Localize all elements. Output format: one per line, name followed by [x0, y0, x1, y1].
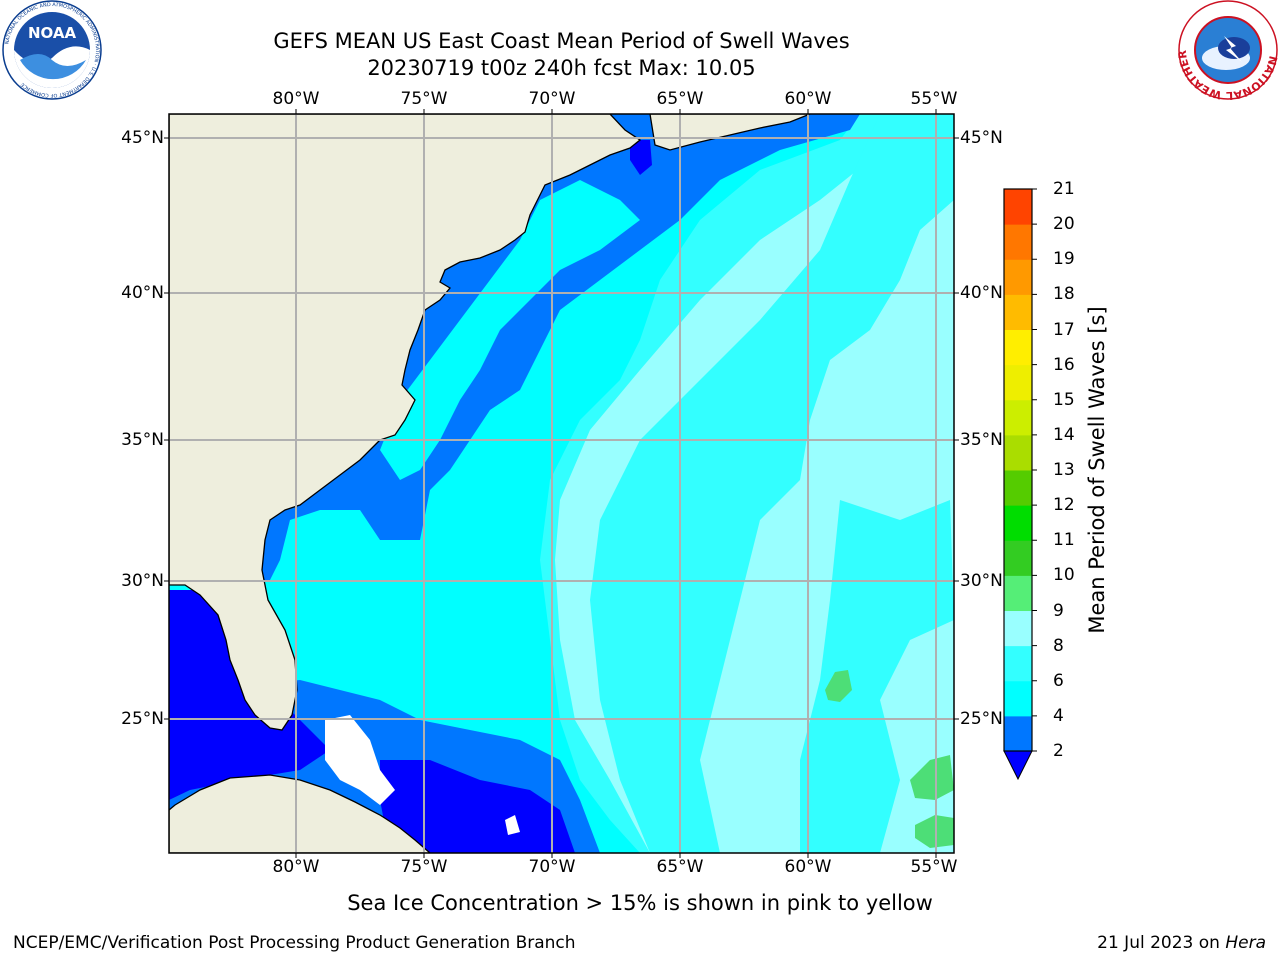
- sea-green-patch-3: [915, 815, 954, 848]
- colorbar-tick-label: 19: [1053, 249, 1075, 270]
- sea-green-patch-1: [825, 670, 852, 702]
- lat-tick-left-40n: 40°N: [121, 283, 164, 303]
- bank-area-small: [505, 815, 520, 835]
- bahamas-bank-area: [325, 715, 395, 805]
- map-tick-marks: [164, 109, 959, 858]
- colorbar-tick-label: 13: [1053, 460, 1075, 480]
- lon-tick-top-60w: 60°W: [784, 89, 832, 109]
- colorbar-segment: [1004, 540, 1032, 576]
- noaa-logo-text: NOAA: [28, 24, 77, 42]
- footer-date-text: 21 Jul 2023 on: [1097, 933, 1226, 953]
- colorbar-segment: [1004, 364, 1032, 401]
- lon-tick-bottom-60w: 60°W: [784, 857, 832, 877]
- colorbar-segment: [1004, 505, 1032, 541]
- ocean-mid-patch-se: [800, 500, 954, 853]
- lat-tick-right-40n: 40°N: [960, 283, 1003, 303]
- noaa-logo: NOAA NATIONAL OCEANIC AND ATMOSPHERIC AD…: [2, 0, 102, 100]
- colorbar-segment: [1004, 680, 1032, 717]
- lon-tick-bottom-70w: 70°W: [528, 857, 576, 877]
- lon-tick-top-75w: 75°W: [400, 89, 448, 109]
- lon-tick-top-65w: 65°W: [656, 89, 704, 109]
- footer-org: NCEP/EMC/Verification Post Processing Pr…: [13, 933, 576, 953]
- colorbar-segment: [1004, 294, 1032, 331]
- map-panel[interactable]: [169, 114, 954, 853]
- ocean-dark-bahamas: [380, 760, 575, 853]
- colorbar-tick-label: 12: [1053, 495, 1075, 516]
- colorbar-segment: [1004, 434, 1032, 471]
- colorbar-segment: [1004, 645, 1032, 682]
- colorbar-tick-label: 20: [1053, 214, 1075, 235]
- colorbar-segment: [1004, 224, 1032, 260]
- colorbar-tick-label: 18: [1053, 284, 1075, 305]
- colorbar-tick-label: 2: [1053, 741, 1064, 761]
- map-frame: [168, 113, 955, 854]
- colorbar-title: Mean Period of Swell Waves [s]: [1085, 306, 1109, 634]
- lat-tick-left-35n: 35°N: [121, 430, 164, 450]
- lat-tick-right-45n: 45°N: [960, 128, 1003, 148]
- colorbar: [1003, 188, 1037, 781]
- lat-tick-left-30n: 30°N: [121, 571, 164, 591]
- colorbar-tick-label: 11: [1053, 530, 1075, 551]
- land-us-east-coast: [169, 114, 642, 731]
- colorbar-segment: [1004, 259, 1032, 295]
- lat-tick-left-45n: 45°N: [121, 128, 164, 148]
- land-cuba: [169, 774, 431, 853]
- sea-green-patch-2: [910, 755, 954, 800]
- colorbar-tick-label: 21: [1053, 179, 1075, 199]
- lon-tick-top-70w: 70°W: [528, 89, 576, 109]
- ocean-blue-patch-gulfstream: [380, 180, 640, 480]
- colorbar-tick-label: 14: [1053, 424, 1075, 445]
- land-nova-scotia: [649, 114, 811, 151]
- footer-date: 21 Jul 2023 on Hera: [1097, 933, 1266, 953]
- colorbar-tick-label: 16: [1053, 354, 1075, 375]
- colorbar-tick-label: 17: [1053, 319, 1075, 340]
- lat-tick-right-35n: 35°N: [960, 430, 1003, 450]
- colorbar-segment: [1004, 715, 1032, 752]
- footer-host: Hera: [1225, 933, 1266, 953]
- colorbar-segment: [1004, 189, 1032, 225]
- lon-tick-bottom-55w: 55°W: [910, 857, 958, 877]
- colorbar-segment: [1004, 470, 1032, 506]
- lat-tick-right-30n: 30°N: [960, 571, 1003, 591]
- colorbar-tick-label: 8: [1053, 635, 1064, 656]
- map-subtitle: 20230719 t00z 240h fcst Max: 10.05: [367, 56, 756, 80]
- lon-tick-bottom-80w: 80°W: [272, 857, 320, 877]
- map-title: GEFS MEAN US East Coast Mean Period of S…: [273, 29, 850, 53]
- colorbar-segment: [1004, 329, 1032, 366]
- lat-tick-right-25n: 25°N: [960, 709, 1003, 729]
- lon-tick-bottom-75w: 75°W: [400, 857, 448, 877]
- lon-tick-top-55w: 55°W: [910, 89, 958, 109]
- sea-ice-note: Sea Ice Concentration > 15% is shown in …: [347, 891, 933, 915]
- colorbar-tick-label: 6: [1053, 670, 1064, 691]
- colorbar-under-triangle: [1003, 750, 1033, 781]
- lat-tick-left-25n: 25°N: [121, 709, 164, 729]
- lon-tick-top-80w: 80°W: [272, 89, 320, 109]
- lon-tick-bottom-65w: 65°W: [656, 857, 704, 877]
- colorbar-segment: [1004, 610, 1032, 647]
- ocean-dark-patch-ne: [630, 140, 652, 175]
- map-gridlines: [169, 114, 954, 853]
- colorbar-segment: [1004, 399, 1032, 436]
- colorbar-tick-label: 9: [1053, 600, 1064, 621]
- nws-logo: NATIONAL WEATHER SERVICE: [1176, 0, 1280, 100]
- colorbar-tick-label: 4: [1053, 705, 1064, 726]
- colorbar-tick-label: 15: [1053, 389, 1075, 410]
- colorbar-tick-label: 10: [1053, 565, 1075, 586]
- colorbar-segment: [1004, 575, 1032, 612]
